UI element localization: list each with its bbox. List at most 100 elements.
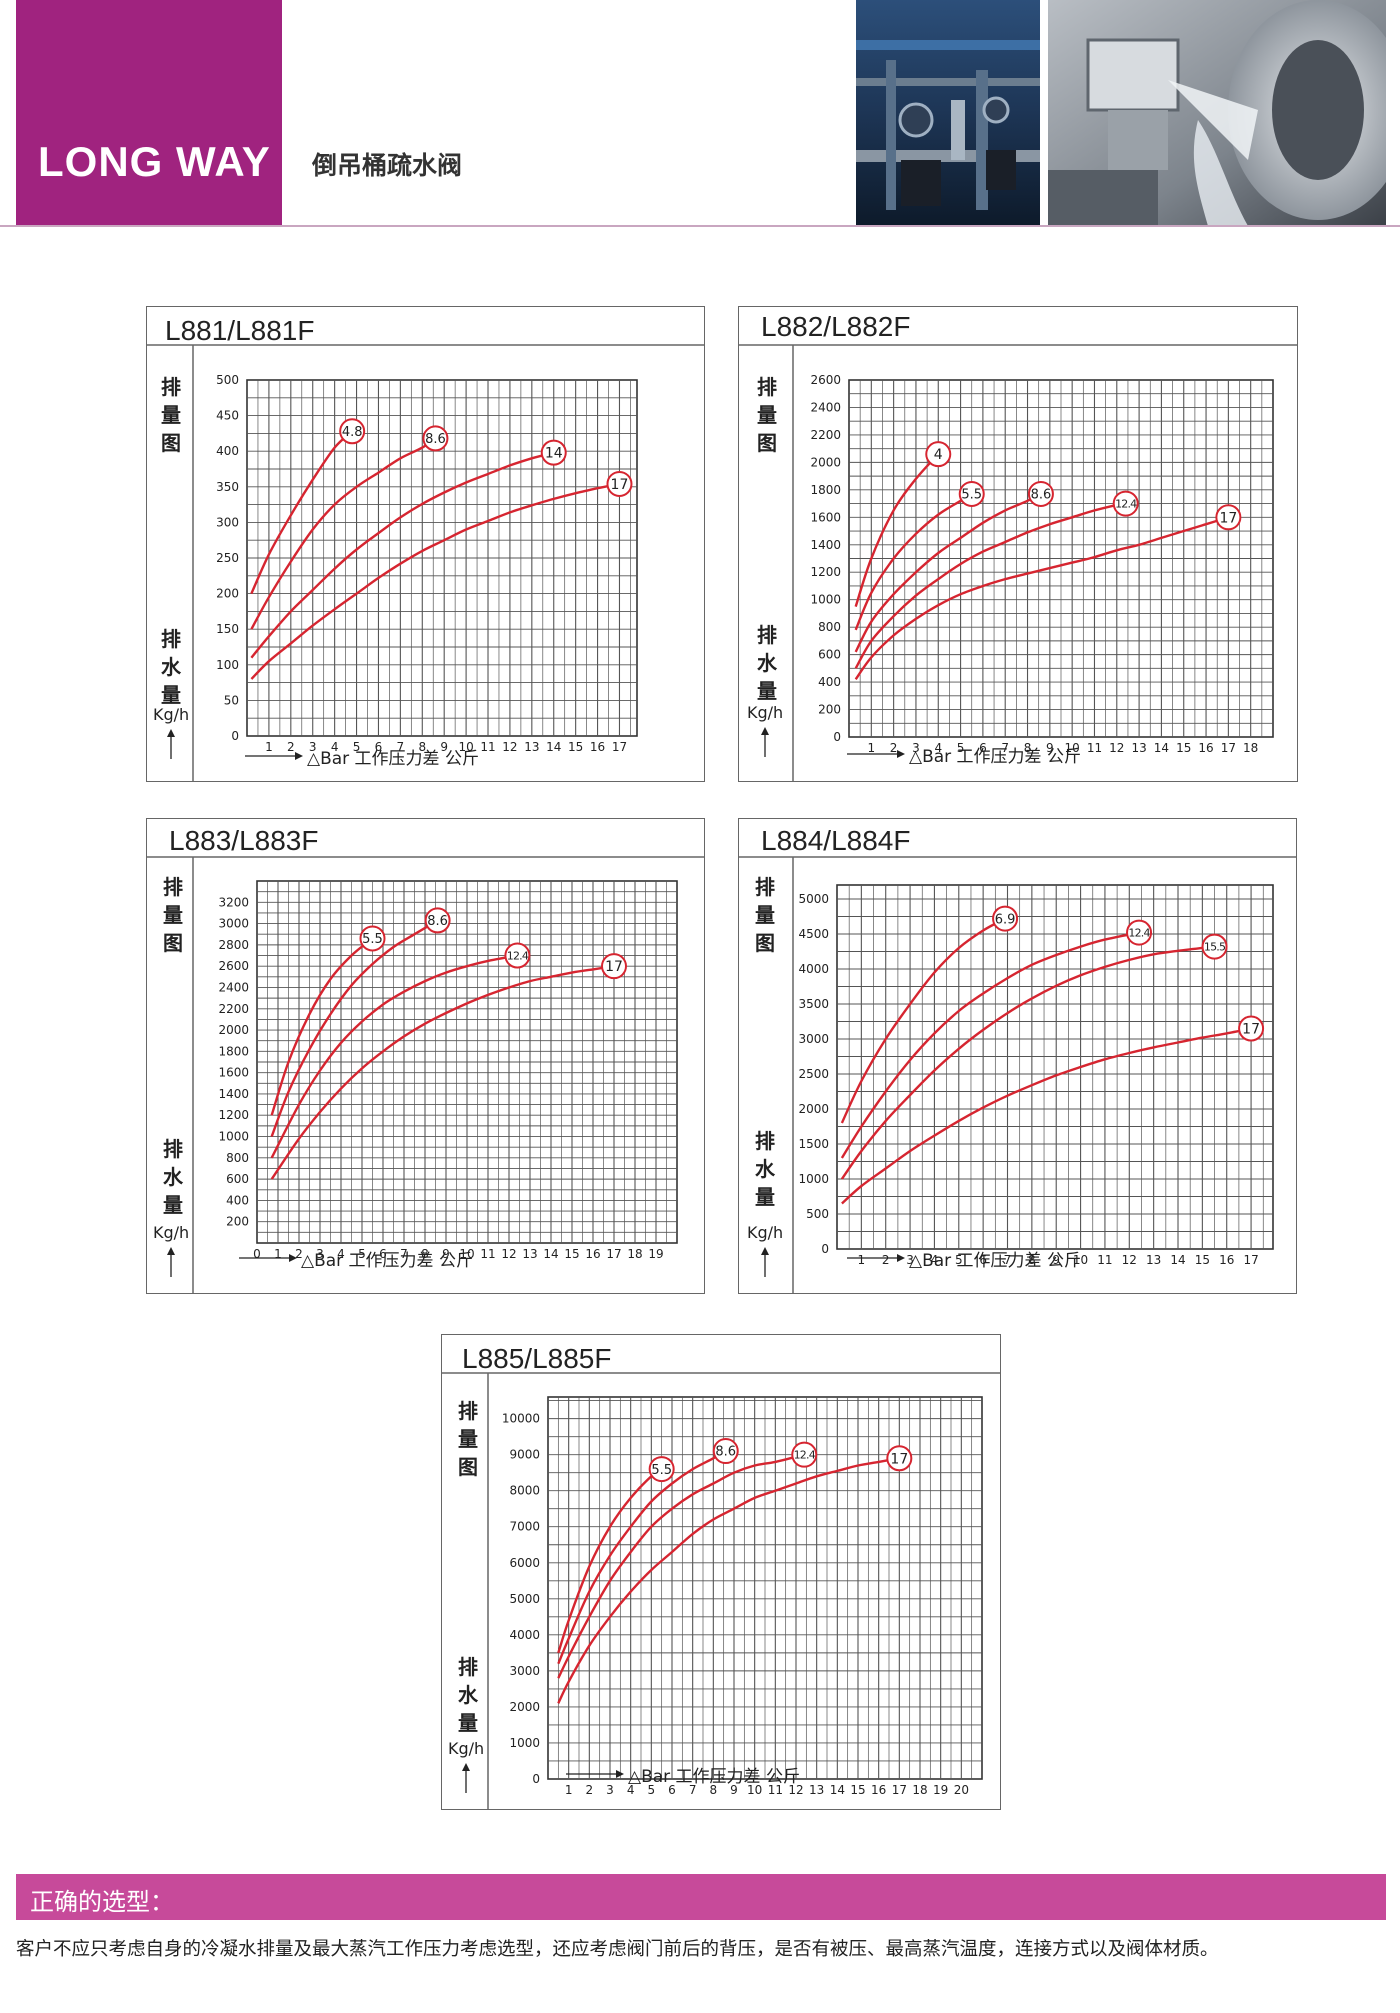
x-tick-label: 14 xyxy=(546,740,561,754)
x-tick-label: 10 xyxy=(458,740,473,754)
x-tick-label: 14 xyxy=(1170,1253,1185,1267)
x-tick-label: 12 xyxy=(788,1783,803,1797)
x-tick-label: 6 xyxy=(979,1253,987,1267)
x-tick-label: 17 xyxy=(612,740,627,754)
unit-label: Kg/h xyxy=(747,703,784,722)
x-tick-label: 4 xyxy=(931,1253,939,1267)
y-tick-label: 800 xyxy=(818,620,841,634)
unit-label: Kg/h xyxy=(153,1223,190,1242)
y-label-bottom: 排水量 xyxy=(163,1137,183,1217)
x-tick-label: 7 xyxy=(397,740,405,754)
y-tick-label: 1000 xyxy=(798,1172,829,1186)
series-end-label: 12.4 xyxy=(1115,498,1137,511)
y-tick-label: 4500 xyxy=(798,927,829,941)
y-tick-label: 2400 xyxy=(810,400,841,414)
y-label-top: 排量图 xyxy=(755,875,775,955)
series-line-12.4 xyxy=(840,931,1140,1159)
series-end-marker xyxy=(540,439,567,466)
y-tick-label: 9000 xyxy=(509,1448,540,1462)
series-line-12.4 xyxy=(854,502,1126,669)
series-end-label: 12.4 xyxy=(794,1449,816,1462)
series-end-marker xyxy=(422,425,449,452)
x-tick-label: 18 xyxy=(1243,741,1258,755)
x-tick-label: 8 xyxy=(421,1247,429,1261)
unit-label: Kg/h xyxy=(747,1223,784,1242)
y-tick-label: 2000 xyxy=(810,455,841,469)
series-end-marker xyxy=(712,1438,739,1465)
series-end-marker xyxy=(1126,919,1153,946)
chart-grid xyxy=(848,379,1274,738)
x-tick-label: 6 xyxy=(379,1247,387,1261)
y-tick-label: 200 xyxy=(226,1215,249,1229)
y-label-top: 排量图 xyxy=(458,1399,478,1479)
series-end-label: 5.5 xyxy=(362,932,383,947)
x-tick-label: 1 xyxy=(274,1247,282,1261)
x-tick-label: 5 xyxy=(353,740,361,754)
chart-svg: 0 500 1000 1500 2000 2500 3000 3500 4000 4500 5000… xyxy=(739,856,1296,1293)
series-end-marker xyxy=(1201,933,1228,960)
x-tick-label: 15 xyxy=(1176,741,1191,755)
x-tick-label: 7 xyxy=(689,1783,697,1797)
y-tick-label: 0 xyxy=(821,1242,829,1256)
x-tick-label: 8 xyxy=(710,1783,718,1797)
series-line-14 xyxy=(250,451,555,659)
series-line-5.5 xyxy=(270,937,374,1116)
unit-arrowhead xyxy=(167,1247,175,1255)
x-tick-label: 6 xyxy=(668,1783,676,1797)
x-tick-label: 13 xyxy=(1131,741,1146,755)
x-tick-label: 14 xyxy=(1154,741,1169,755)
y-tick-label: 1600 xyxy=(218,1066,249,1080)
y-tick-label: 6000 xyxy=(509,1556,540,1570)
y-tick-label: 50 xyxy=(224,693,239,707)
series-line-4 xyxy=(854,453,940,607)
chart-title: L883/L883F xyxy=(169,825,319,856)
x-tick-label: 8 xyxy=(418,740,426,754)
chart-panel-l882: 0 200 400 600 800 1000 1200 1400 1600 1800 2000 220… xyxy=(738,306,1298,782)
y-tick-label: 500 xyxy=(806,1207,829,1221)
y-tick-label: 2000 xyxy=(798,1102,829,1116)
y-tick-label: 1000 xyxy=(509,1736,540,1750)
photo-cnc-machining xyxy=(1048,0,1386,226)
x-tick-label: 2 xyxy=(287,740,295,754)
x-tick-label: 3 xyxy=(316,1247,324,1261)
y-tick-label: 600 xyxy=(226,1172,249,1186)
series-line-17 xyxy=(854,516,1229,681)
y-label-bottom: 排水量 xyxy=(458,1655,478,1735)
x-tick-label: 19 xyxy=(648,1247,663,1261)
x-tick-label: 3 xyxy=(606,1783,614,1797)
series-end-label: 8.6 xyxy=(425,432,446,447)
x-tick-label: 3 xyxy=(906,1253,914,1267)
chart-svg: 0 1000 2000 3000 4000 5000 6000 7000 8000 9000 100… xyxy=(442,1372,1000,1809)
series-end-marker xyxy=(359,925,386,952)
y-tick-label: 3200 xyxy=(218,895,249,909)
x-caption-arrowhead xyxy=(897,750,905,758)
series-line-4.8 xyxy=(250,430,354,595)
series-line-5.5 xyxy=(854,492,973,631)
x-tick-label: 12 xyxy=(1109,741,1124,755)
y-tick-label: 1500 xyxy=(798,1137,829,1151)
x-tick-label: 18 xyxy=(912,1783,927,1797)
x-tick-label: 2 xyxy=(882,1253,890,1267)
chart-svg: 0 200 400 600 800 1000 1200 1400 1600 1800 2000 220… xyxy=(739,344,1297,781)
series-line-17 xyxy=(250,482,620,680)
y-tick-label: 800 xyxy=(226,1151,249,1165)
y-label-top: 排量图 xyxy=(757,375,777,455)
x-tick-label: 4 xyxy=(331,740,339,754)
brand-block: LONG WAY xyxy=(16,0,282,226)
y-tick-label: 2200 xyxy=(810,428,841,442)
y-tick-label: 1800 xyxy=(218,1044,249,1058)
y-tick-label: 3000 xyxy=(509,1664,540,1678)
x-tick-label: 1 xyxy=(867,741,875,755)
y-tick-label: 5000 xyxy=(509,1592,540,1606)
series-end-label: 17 xyxy=(1219,510,1237,526)
series-end-label: 17 xyxy=(611,477,629,493)
series-end-label: 4 xyxy=(934,447,943,463)
chart-title: L882/L882F xyxy=(761,311,911,342)
series-line-6.9 xyxy=(840,917,1006,1124)
series-end-label: 5.5 xyxy=(651,1463,672,1478)
y-label-bottom: 排水量 xyxy=(757,623,777,703)
y-tick-label: 600 xyxy=(818,648,841,662)
unit-arrowhead xyxy=(761,1247,769,1255)
chart-title: L885/L885F xyxy=(462,1343,612,1374)
series-end-marker xyxy=(601,953,627,980)
